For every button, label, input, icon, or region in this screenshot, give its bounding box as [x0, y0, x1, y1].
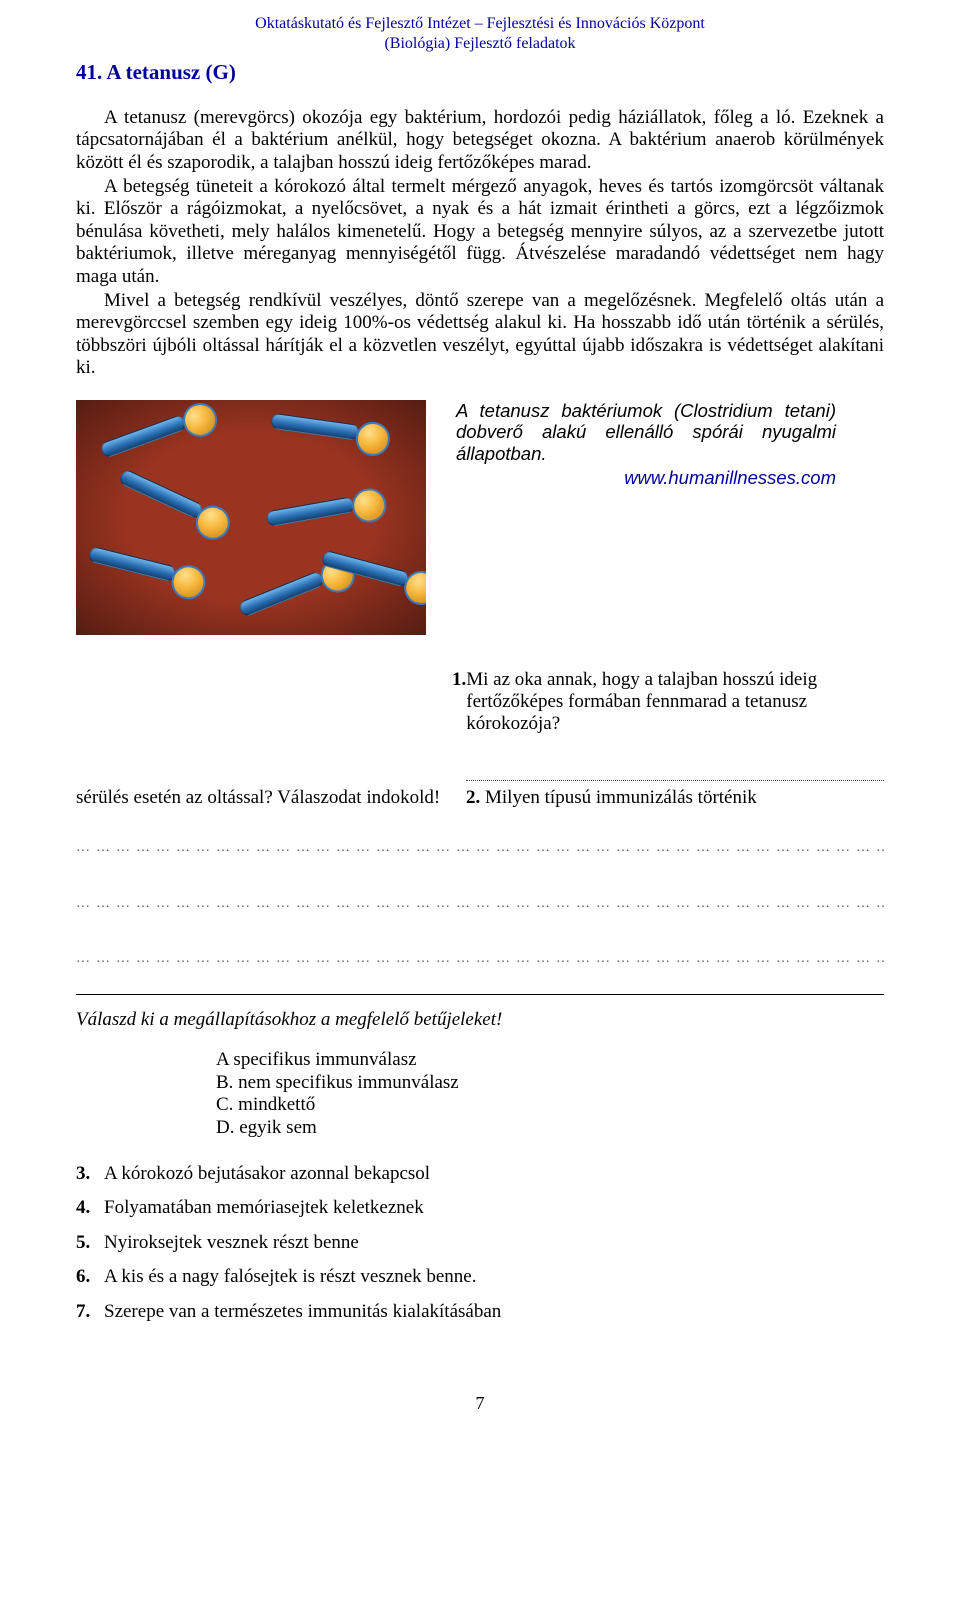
- statement-text: A kórokozó bejutásakor azonnal bekapcsol: [104, 1163, 430, 1185]
- bacteria-image: [76, 400, 426, 635]
- statement-number: 5.: [76, 1232, 104, 1254]
- answer-lines[interactable]: ……………………………………………………………………………………………………………: [76, 831, 884, 865]
- page: Oktatáskutató és Fejlesztő Intézet – Fej…: [0, 0, 960, 1454]
- page-title: 41. A tetanusz (G): [76, 60, 884, 85]
- caption-text: A tetanusz baktériumok (Clostridium teta…: [456, 400, 836, 465]
- choice-c: C. mindkettő: [216, 1094, 884, 1116]
- statement-7: 7. Szerepe van a természetes immunitás k…: [76, 1301, 884, 1323]
- bacterium-icon: [270, 407, 392, 447]
- instruction: Válaszd ki a megállapításokhoz a megfele…: [76, 1009, 884, 1031]
- page-header: Oktatáskutató és Fejlesztő Intézet – Fej…: [76, 14, 884, 54]
- statement-number: 3.: [76, 1163, 104, 1185]
- answer-line[interactable]: [466, 766, 884, 781]
- header-line-1: Oktatáskutató és Fejlesztő Intézet – Fej…: [76, 14, 884, 34]
- q2-right: 2. Milyen típusú immunizálás történik: [466, 766, 884, 809]
- bacterium-icon: [265, 485, 387, 529]
- choice-d: D. egyik sem: [216, 1117, 884, 1139]
- answer-lines[interactable]: ……………………………………………………………………………………………………………: [76, 887, 884, 921]
- statement-text: Folyamatában memóriasejtek keletkeznek: [104, 1197, 424, 1219]
- caption-source: www.humanillnesses.com: [456, 467, 836, 489]
- q2-text: Milyen típusú immunizálás történik: [485, 787, 757, 808]
- q1-text: Mi az oka annak, hogy a talajban hosszú …: [466, 669, 884, 736]
- question-2-row: sérülés esetén az oltással? Válaszodat i…: [76, 766, 884, 809]
- bacterium-icon: [87, 540, 209, 592]
- statement-6: 6. A kis és a nagy falósejtek is részt v…: [76, 1266, 884, 1288]
- statement-number: 4.: [76, 1197, 104, 1219]
- divider: [76, 994, 884, 995]
- statement-number: 7.: [76, 1301, 104, 1323]
- header-line-2: (Biológia) Fejlesztő feladatok: [76, 34, 884, 54]
- bacterium-icon: [98, 400, 219, 462]
- figure-block: A tetanusz baktériumok (Clostridium teta…: [76, 400, 884, 635]
- statement-text: Nyiroksejtek vesznek részt benne: [104, 1232, 359, 1254]
- question-1: 1.Mi az oka annak, hogy a talajban hossz…: [452, 669, 884, 736]
- statements: 3. A kórokozó bejutásakor azonnal bekapc…: [76, 1163, 884, 1323]
- paragraph-3: Mivel a betegség rendkívül veszélyes, dö…: [76, 290, 884, 380]
- statement-number: 6.: [76, 1266, 104, 1288]
- choice-a: A specifikus immunválasz: [216, 1049, 884, 1071]
- page-number: 7: [76, 1393, 884, 1414]
- paragraph-1: A tetanusz (merevgörcs) okozója egy bakt…: [76, 107, 884, 174]
- statement-3: 3. A kórokozó bejutásakor azonnal bekapc…: [76, 1163, 884, 1185]
- bacterium-icon: [117, 463, 236, 535]
- statement-5: 5. Nyiroksejtek vesznek részt benne: [76, 1232, 884, 1254]
- statement-text: Szerepe van a természetes immunitás kial…: [104, 1301, 501, 1323]
- statement-text: A kis és a nagy falósejtek is részt vesz…: [104, 1266, 477, 1288]
- q2-number: 2.: [466, 787, 480, 808]
- q2-left: sérülés esetén az oltással? Válaszodat i…: [76, 787, 446, 809]
- choice-b: B. nem specifikus immunválasz: [216, 1072, 884, 1094]
- q1-number: 1.: [452, 669, 466, 736]
- statement-4: 4. Folyamatában memóriasejtek keletkezne…: [76, 1197, 884, 1219]
- answer-lines[interactable]: ……………………………………………………………………………………………………………: [76, 942, 884, 976]
- answer-choices: A specifikus immunválasz B. nem specifik…: [216, 1049, 884, 1139]
- paragraph-2: A betegség tüneteit a kórokozó által ter…: [76, 176, 884, 288]
- figure-caption: A tetanusz baktériumok (Clostridium teta…: [456, 400, 836, 489]
